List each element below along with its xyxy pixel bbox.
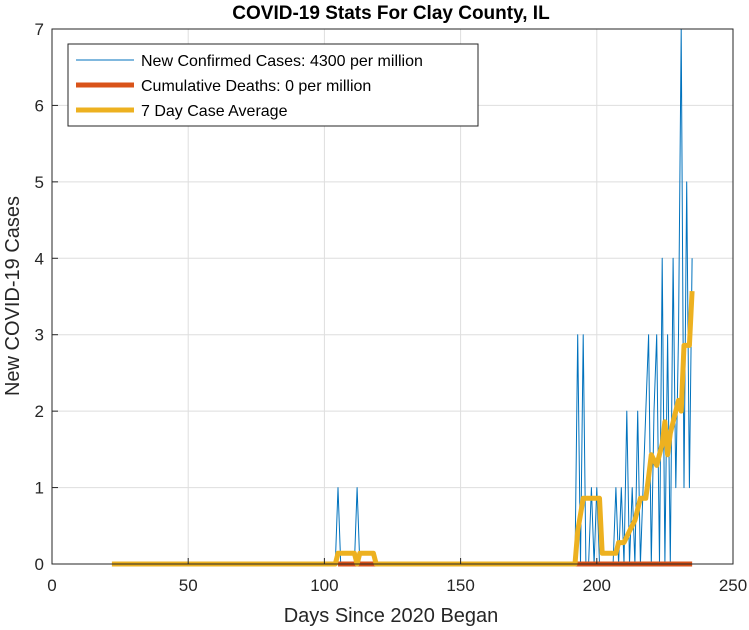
- legend-entry-deaths: Cumulative Deaths: 0 per million: [141, 78, 371, 95]
- y-tick-label: 5: [35, 173, 44, 192]
- y-axis-label: New COVID-19 Cases: [2, 196, 24, 396]
- legend-entry-new-cases: New Confirmed Cases: 4300 per million: [141, 53, 423, 70]
- y-tick-label: 4: [35, 249, 44, 268]
- y-tick-label: 0: [35, 555, 44, 574]
- chart-title: COVID-19 Stats For Clay County, IL: [232, 3, 550, 24]
- x-tick-label: 150: [446, 576, 474, 595]
- x-tick-label: 50: [179, 576, 198, 595]
- x-tick-label: 250: [719, 576, 747, 595]
- seven-day-average-line: [111, 290, 695, 567]
- x-tick-label: 100: [310, 576, 338, 595]
- y-tick-label: 7: [35, 20, 44, 39]
- tick-labels: 0 50 100 150 200 250 0 1 2 3 4 5 6 7: [35, 20, 748, 595]
- y-tick-label: 1: [35, 479, 44, 498]
- axes-frame: [51, 28, 734, 565]
- x-tick-label: 200: [583, 576, 611, 595]
- legend: New Confirmed Cases: 4300 per million Cu…: [67, 43, 479, 127]
- y-tick-label: 6: [35, 96, 44, 115]
- x-tick-label: 0: [47, 576, 56, 595]
- legend-box: [67, 43, 479, 127]
- legend-entry-7day-average: 7 Day Case Average: [141, 103, 288, 120]
- x-axis-label: Days Since 2020 Began: [284, 605, 499, 627]
- y-tick-label: 3: [35, 326, 44, 345]
- y-tick-label: 2: [35, 402, 44, 421]
